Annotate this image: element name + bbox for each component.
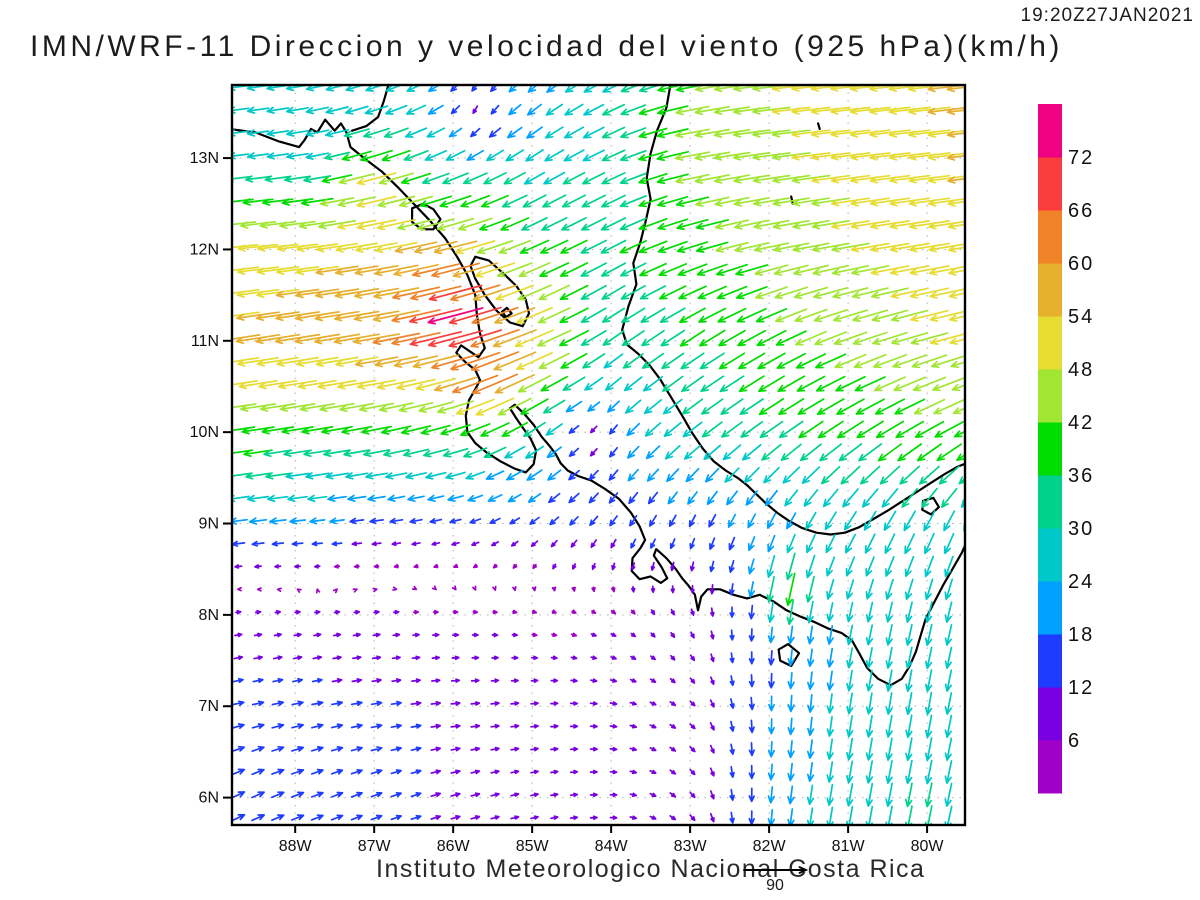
x-tick-label: 80W — [911, 838, 945, 855]
colorbar-segment — [1038, 210, 1062, 264]
y-tick-label: 11N — [191, 333, 219, 350]
colorbar-label: 18 — [1068, 624, 1094, 646]
colorbar-label: 72 — [1068, 147, 1094, 169]
colorbar-segment — [1038, 369, 1062, 423]
colorbar-label: 24 — [1068, 571, 1094, 593]
x-tick-label: 88W — [279, 838, 313, 855]
colorbar-segment — [1038, 634, 1062, 688]
colorbar-label: 60 — [1068, 253, 1094, 275]
colorbar-label: 36 — [1068, 465, 1094, 487]
colorbar-segment — [1038, 316, 1062, 370]
colorbar-label: 30 — [1068, 518, 1094, 540]
colorbar-segment — [1038, 581, 1062, 635]
lat-lon-gridlines — [232, 85, 965, 825]
colorbar-label: 66 — [1068, 200, 1094, 222]
y-tick-label: 7N — [199, 698, 219, 715]
x-tick-label: 82W — [753, 838, 787, 855]
colorbar-segment — [1038, 263, 1062, 317]
colorbar-segment — [1038, 528, 1062, 582]
y-tick-label: 9N — [199, 516, 219, 533]
x-tick-label: 84W — [595, 838, 629, 855]
y-axis: 13N 12N 11N 10N 9N 8N 7N 6N — [190, 150, 232, 807]
wind-vectors — [232, 85, 965, 825]
colorbar-segment — [1038, 740, 1062, 794]
x-tick-label: 81W — [832, 838, 866, 855]
y-tick-label: 12N — [190, 241, 219, 258]
colorbar-label: 6 — [1068, 730, 1081, 752]
colorbar-segment — [1038, 687, 1062, 741]
colorbar-label: 42 — [1068, 412, 1094, 434]
x-tick-label: 83W — [674, 838, 708, 855]
x-tick-label: 85W — [516, 838, 550, 855]
colorbar-segment — [1038, 157, 1062, 211]
x-tick-label: 87W — [358, 838, 392, 855]
chart-title: IMN/WRF-11 Direccion y velocidad del vie… — [30, 30, 1063, 63]
y-tick-label: 13N — [190, 150, 219, 167]
colorbar-segment — [1038, 104, 1062, 158]
valid-time-label: 19:20Z27JAN2021 — [1020, 5, 1194, 26]
institute-credit: Instituto Meteorologico Nacional Costa R… — [376, 855, 926, 883]
y-tick-label: 10N — [190, 424, 219, 441]
coastlines — [232, 85, 965, 687]
colorbar-label: 54 — [1068, 306, 1094, 328]
colorbar-label: 48 — [1068, 359, 1094, 381]
reference-arrow-speed-label: 90 — [766, 877, 784, 894]
colorbar-segment — [1038, 422, 1062, 476]
y-tick-label: 8N — [199, 607, 219, 624]
colorbar: 6 12 18 24 30 36 42 48 54 60 66 72 — [1038, 104, 1094, 794]
x-tick-label: 86W — [437, 838, 471, 855]
y-tick-label: 6N — [199, 790, 219, 807]
reference-arrow — [743, 866, 809, 874]
map-frame — [230, 83, 967, 827]
colorbar-label: 12 — [1068, 677, 1094, 699]
x-axis: 88W 87W 86W 85W 84W 83W 82W 81W 80W — [279, 825, 945, 855]
colorbar-segment — [1038, 475, 1062, 529]
